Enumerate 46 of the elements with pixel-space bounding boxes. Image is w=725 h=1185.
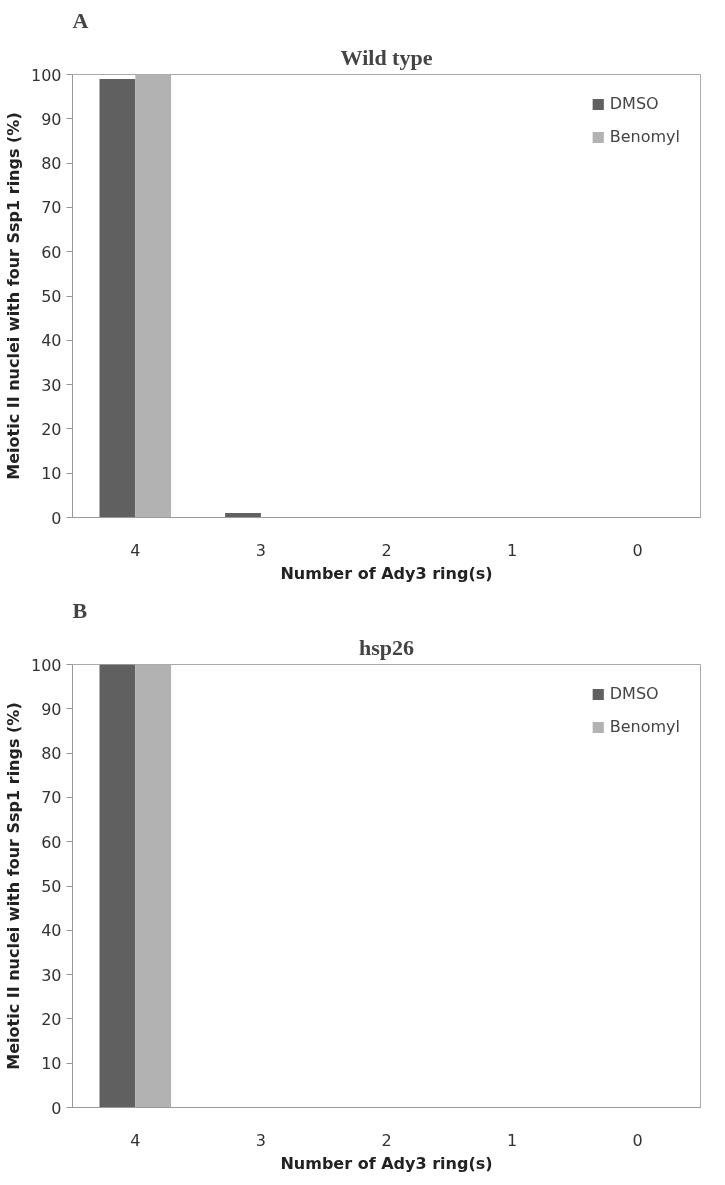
chart-title: hsp26	[358, 634, 415, 660]
y-tick-label: 20	[41, 1009, 62, 1029]
y-tick-label: 0	[51, 1098, 62, 1118]
y-tick-label: 10	[41, 464, 62, 484]
y-tick-label: 0	[51, 508, 62, 528]
y-tick-label: 50	[41, 877, 62, 896]
y-tick-label: 50	[41, 287, 62, 306]
y-tick-label: 90	[41, 109, 62, 129]
x-tick-label: 1	[507, 540, 518, 560]
legend-label: Benomyl	[609, 127, 680, 146]
bar	[99, 78, 136, 518]
y-tick-label: 80	[41, 154, 62, 174]
text: B	[72, 597, 88, 623]
y-tick-label: 90	[41, 699, 62, 719]
y-tick-label: 60	[41, 242, 62, 262]
x-tick-label: 4	[130, 1130, 141, 1150]
x-tick-label: 2	[381, 1130, 392, 1150]
y-tick-label: 100	[30, 65, 62, 85]
x-tick-label: 0	[632, 1130, 643, 1150]
y-tick-label: 40	[41, 921, 62, 941]
y-tick-label: 30	[41, 375, 62, 395]
y-tick-label: 20	[41, 419, 62, 439]
y-tick-label: 10	[41, 1054, 62, 1074]
chart-title: Wild type	[340, 44, 433, 70]
x-tick-label: 1	[507, 1130, 518, 1150]
y-tick-label: 80	[41, 744, 62, 764]
y-axis-title: Meiotic II nuclei with four Ssp1 rings (%)	[3, 112, 23, 480]
x-axis-title: Number of Ady3 ring(s)	[280, 1153, 493, 1173]
y-tick-label: 70	[41, 788, 62, 808]
x-tick-label: 3	[255, 1130, 266, 1150]
x-tick-label: 2	[381, 540, 392, 560]
y-axis-title: Meiotic II nuclei with four Ssp1 rings (%)	[3, 702, 23, 1070]
x-tick-label: 3	[255, 540, 266, 560]
legend-label: DMSO	[609, 684, 659, 703]
bar	[225, 513, 261, 518]
y-tick-label: 100	[30, 655, 62, 675]
legend-label: DMSO	[609, 94, 659, 113]
x-tick-label: 4	[130, 540, 141, 560]
y-tick-label: 30	[41, 965, 62, 985]
y-tick-label: 70	[41, 198, 62, 218]
x-tick-label: 0	[632, 540, 643, 560]
y-tick-label: 60	[41, 832, 62, 852]
legend-label: Benomyl	[609, 717, 680, 736]
text: A	[72, 7, 89, 33]
y-tick-label: 40	[41, 331, 62, 351]
x-axis-title: Number of Ady3 ring(s)	[280, 563, 493, 583]
